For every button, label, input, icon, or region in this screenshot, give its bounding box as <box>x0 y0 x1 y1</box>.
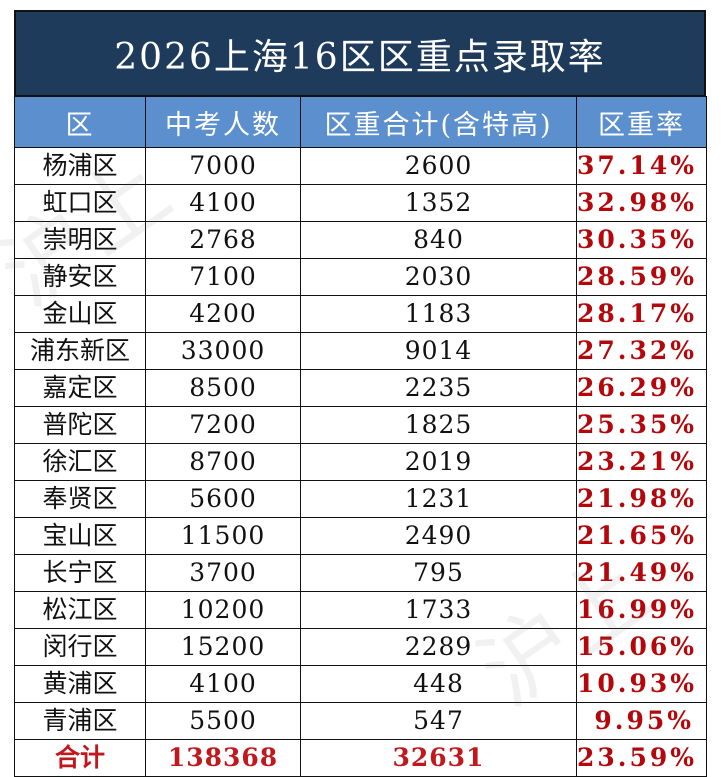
admitted-cell: 795 <box>300 554 577 592</box>
table-row: 浦东新区 33000 9014 27.32% <box>14 332 707 370</box>
admitted-cell: 1231 <box>300 480 577 518</box>
table-row: 徐汇区 8700 2019 23.21% <box>14 443 707 481</box>
admitted-cell: 1352 <box>300 184 577 222</box>
district-cell: 长宁区 <box>14 554 146 592</box>
district-cell: 杨浦区 <box>14 147 146 185</box>
examinees-cell: 7200 <box>145 406 301 444</box>
district-cell: 宝山区 <box>14 517 146 555</box>
rate-cell: 23.21% <box>576 443 707 481</box>
district-cell: 崇明区 <box>14 221 146 259</box>
district-cell: 徐汇区 <box>14 443 146 481</box>
admitted-cell: 1733 <box>300 591 577 629</box>
admitted-cell: 2019 <box>300 443 577 481</box>
table-row: 松江区 10200 1733 16.99% <box>14 591 707 629</box>
table-row: 金山区 4200 1183 28.17% <box>14 295 707 333</box>
rate-cell: 30.35% <box>576 221 707 259</box>
rate-cell: 21.49% <box>576 554 707 592</box>
rate-cell: 15.06% <box>576 628 707 666</box>
table-row: 静安区 7100 2030 28.59% <box>14 258 707 296</box>
rate-cell: 28.59% <box>576 258 707 296</box>
examinees-cell: 3700 <box>145 554 301 592</box>
district-cell: 奉贤区 <box>14 480 146 518</box>
rate-cell: 26.29% <box>576 369 707 407</box>
table-title: 2026上海16区区重点录取率 <box>14 10 706 96</box>
examinees-cell: 4200 <box>145 295 301 333</box>
total-admitted: 32631 <box>300 739 577 777</box>
district-cell: 浦东新区 <box>14 332 146 370</box>
admitted-cell: 2490 <box>300 517 577 555</box>
examinees-cell: 4100 <box>145 184 301 222</box>
table-row: 崇明区 2768 840 30.35% <box>14 221 707 259</box>
admitted-cell: 547 <box>300 702 577 740</box>
admitted-cell: 1825 <box>300 406 577 444</box>
examinees-cell: 2768 <box>145 221 301 259</box>
admitted-cell: 448 <box>300 665 577 703</box>
admission-rate-table: 区 中考人数 区重合计(含特高) 区重率 杨浦区 7000 2600 37.14% 虹… <box>14 96 707 777</box>
admission-rate-table-container: 2026上海16区区重点录取率 区 中考人数 区重合计(含特高) 区重率 杨浦区… <box>14 10 707 777</box>
district-cell: 嘉定区 <box>14 369 146 407</box>
district-cell: 普陀区 <box>14 406 146 444</box>
total-label: 合计 <box>14 739 146 777</box>
admitted-cell: 2030 <box>300 258 577 296</box>
table-row: 虹口区 4100 1352 32.98% <box>14 184 707 222</box>
admitted-cell: 840 <box>300 221 577 259</box>
rate-cell: 9.95% <box>576 702 707 740</box>
table-row: 青浦区 5500 547 9.95% <box>14 702 707 740</box>
examinees-cell: 11500 <box>145 517 301 555</box>
header-examinees: 中考人数 <box>145 96 301 148</box>
examinees-cell: 5500 <box>145 702 301 740</box>
admitted-cell: 2289 <box>300 628 577 666</box>
district-cell: 虹口区 <box>14 184 146 222</box>
district-cell: 青浦区 <box>14 702 146 740</box>
examinees-cell: 33000 <box>145 332 301 370</box>
table-row: 奉贤区 5600 1231 21.98% <box>14 480 707 518</box>
rate-cell: 10.93% <box>576 665 707 703</box>
total-row: 合计 138368 32631 23.59% <box>14 739 707 777</box>
admitted-cell: 9014 <box>300 332 577 370</box>
table-row: 闵行区 15200 2289 15.06% <box>14 628 707 666</box>
rate-cell: 28.17% <box>576 295 707 333</box>
table-row: 嘉定区 8500 2235 26.29% <box>14 369 707 407</box>
total-rate: 23.59% <box>576 739 707 777</box>
examinees-cell: 7100 <box>145 258 301 296</box>
district-cell: 静安区 <box>14 258 146 296</box>
district-cell: 金山区 <box>14 295 146 333</box>
table-row: 杨浦区 7000 2600 37.14% <box>14 147 707 185</box>
examinees-cell: 10200 <box>145 591 301 629</box>
examinees-cell: 8500 <box>145 369 301 407</box>
district-cell: 闵行区 <box>14 628 146 666</box>
rate-cell: 21.98% <box>576 480 707 518</box>
rate-cell: 27.32% <box>576 332 707 370</box>
total-examinees: 138368 <box>145 739 301 777</box>
examinees-cell: 7000 <box>145 147 301 185</box>
header-row: 区 中考人数 区重合计(含特高) 区重率 <box>14 96 707 148</box>
examinees-cell: 15200 <box>145 628 301 666</box>
table-row: 长宁区 3700 795 21.49% <box>14 554 707 592</box>
rate-cell: 16.99% <box>576 591 707 629</box>
rate-cell: 25.35% <box>576 406 707 444</box>
examinees-cell: 5600 <box>145 480 301 518</box>
admitted-cell: 1183 <box>300 295 577 333</box>
examinees-cell: 4100 <box>145 665 301 703</box>
header-district: 区 <box>14 96 146 148</box>
table-row: 宝山区 11500 2490 21.65% <box>14 517 707 555</box>
rate-cell: 21.65% <box>576 517 707 555</box>
admitted-cell: 2235 <box>300 369 577 407</box>
header-rate: 区重率 <box>576 96 707 148</box>
admitted-cell: 2600 <box>300 147 577 185</box>
rate-cell: 37.14% <box>576 147 707 185</box>
table-row: 普陀区 7200 1825 25.35% <box>14 406 707 444</box>
table-row: 黄浦区 4100 448 10.93% <box>14 665 707 703</box>
examinees-cell: 8700 <box>145 443 301 481</box>
district-cell: 松江区 <box>14 591 146 629</box>
header-admitted: 区重合计(含特高) <box>300 96 577 148</box>
rate-cell: 32.98% <box>576 184 707 222</box>
district-cell: 黄浦区 <box>14 665 146 703</box>
